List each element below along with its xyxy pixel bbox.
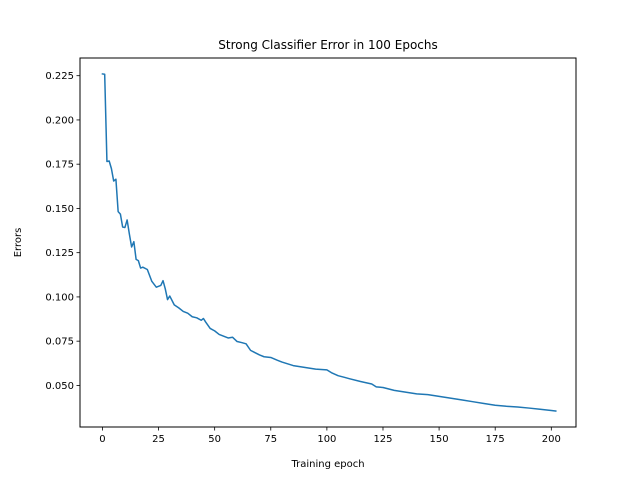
x-tick-label: 200 — [542, 434, 561, 445]
y-tick-label: 0.175 — [45, 160, 74, 171]
x-tick-label: 100 — [317, 434, 336, 445]
x-tick-label: 175 — [486, 434, 505, 445]
error-series-line — [101, 73, 557, 412]
y-tick-label: 0.075 — [45, 337, 74, 348]
y-axis: 0.050 0.075 0.100 0.125 0.150 0.175 0.200 0.225 — [45, 71, 80, 392]
x-tick-label: 125 — [373, 434, 392, 445]
x-axis: 0 25 50 75 100 125 150 175 200 — [99, 427, 561, 445]
y-tick-label: 0.150 — [45, 204, 74, 215]
y-tick-label: 0.125 — [45, 248, 74, 259]
chart-title: Strong Classifier Error in 100 Epochs — [218, 38, 438, 52]
plot-area — [101, 73, 557, 412]
y-tick-label: 0.225 — [45, 71, 74, 82]
y-tick-label: 0.050 — [45, 381, 74, 392]
x-tick-label: 25 — [152, 434, 165, 445]
x-axis-label: Training epoch — [290, 459, 364, 470]
axes-frame — [79, 57, 577, 428]
x-tick-label: 150 — [430, 434, 449, 445]
y-tick-label: 0.200 — [45, 115, 74, 126]
y-tick-label: 0.100 — [45, 292, 74, 303]
y-axis-label: Errors — [13, 228, 24, 258]
x-tick-label: 75 — [264, 434, 277, 445]
x-tick-label: 0 — [99, 434, 105, 445]
x-tick-label: 50 — [208, 434, 221, 445]
